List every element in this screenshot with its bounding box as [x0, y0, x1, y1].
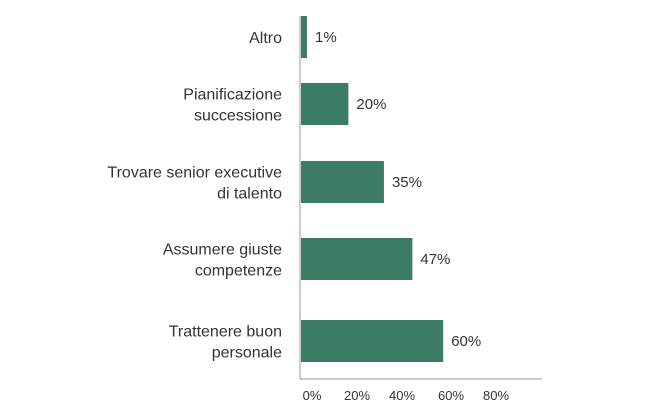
- value-label-2: 35%: [392, 174, 422, 191]
- value-label-1: 20%: [356, 96, 386, 113]
- x-tick-label-1: 20%: [344, 388, 370, 403]
- bar-0: [301, 16, 307, 58]
- labels-layer: 1% Altro 20% Pianificazione successione 35% Tr…: [107, 29, 481, 362]
- bar-3: [301, 238, 413, 280]
- bar-1: [301, 83, 349, 125]
- value-label-3: 47%: [420, 251, 450, 268]
- bar-2: [301, 161, 384, 203]
- value-label-4: 60%: [451, 333, 481, 350]
- category-label-1: Pianificazione successione: [183, 87, 282, 125]
- category-label-4: Trattenere buon personale: [169, 324, 282, 362]
- category-label-0: Altro: [249, 30, 282, 47]
- x-tick-label-4: 80%: [483, 388, 509, 403]
- x-tick-label-3: 60%: [438, 388, 464, 403]
- value-label-0: 1%: [315, 29, 337, 46]
- x-tick-label-0: 0%: [303, 388, 322, 403]
- category-label-3: Assumere giuste competenze: [163, 242, 282, 280]
- category-label-2: Trovare senior executive di talento: [107, 165, 282, 203]
- bar-4: [301, 320, 444, 362]
- bars-layer: [301, 16, 444, 362]
- x-tick-label-2: 40%: [389, 388, 415, 403]
- axis-layer: 0% 20% 40% 60% 80%: [299, 16, 542, 403]
